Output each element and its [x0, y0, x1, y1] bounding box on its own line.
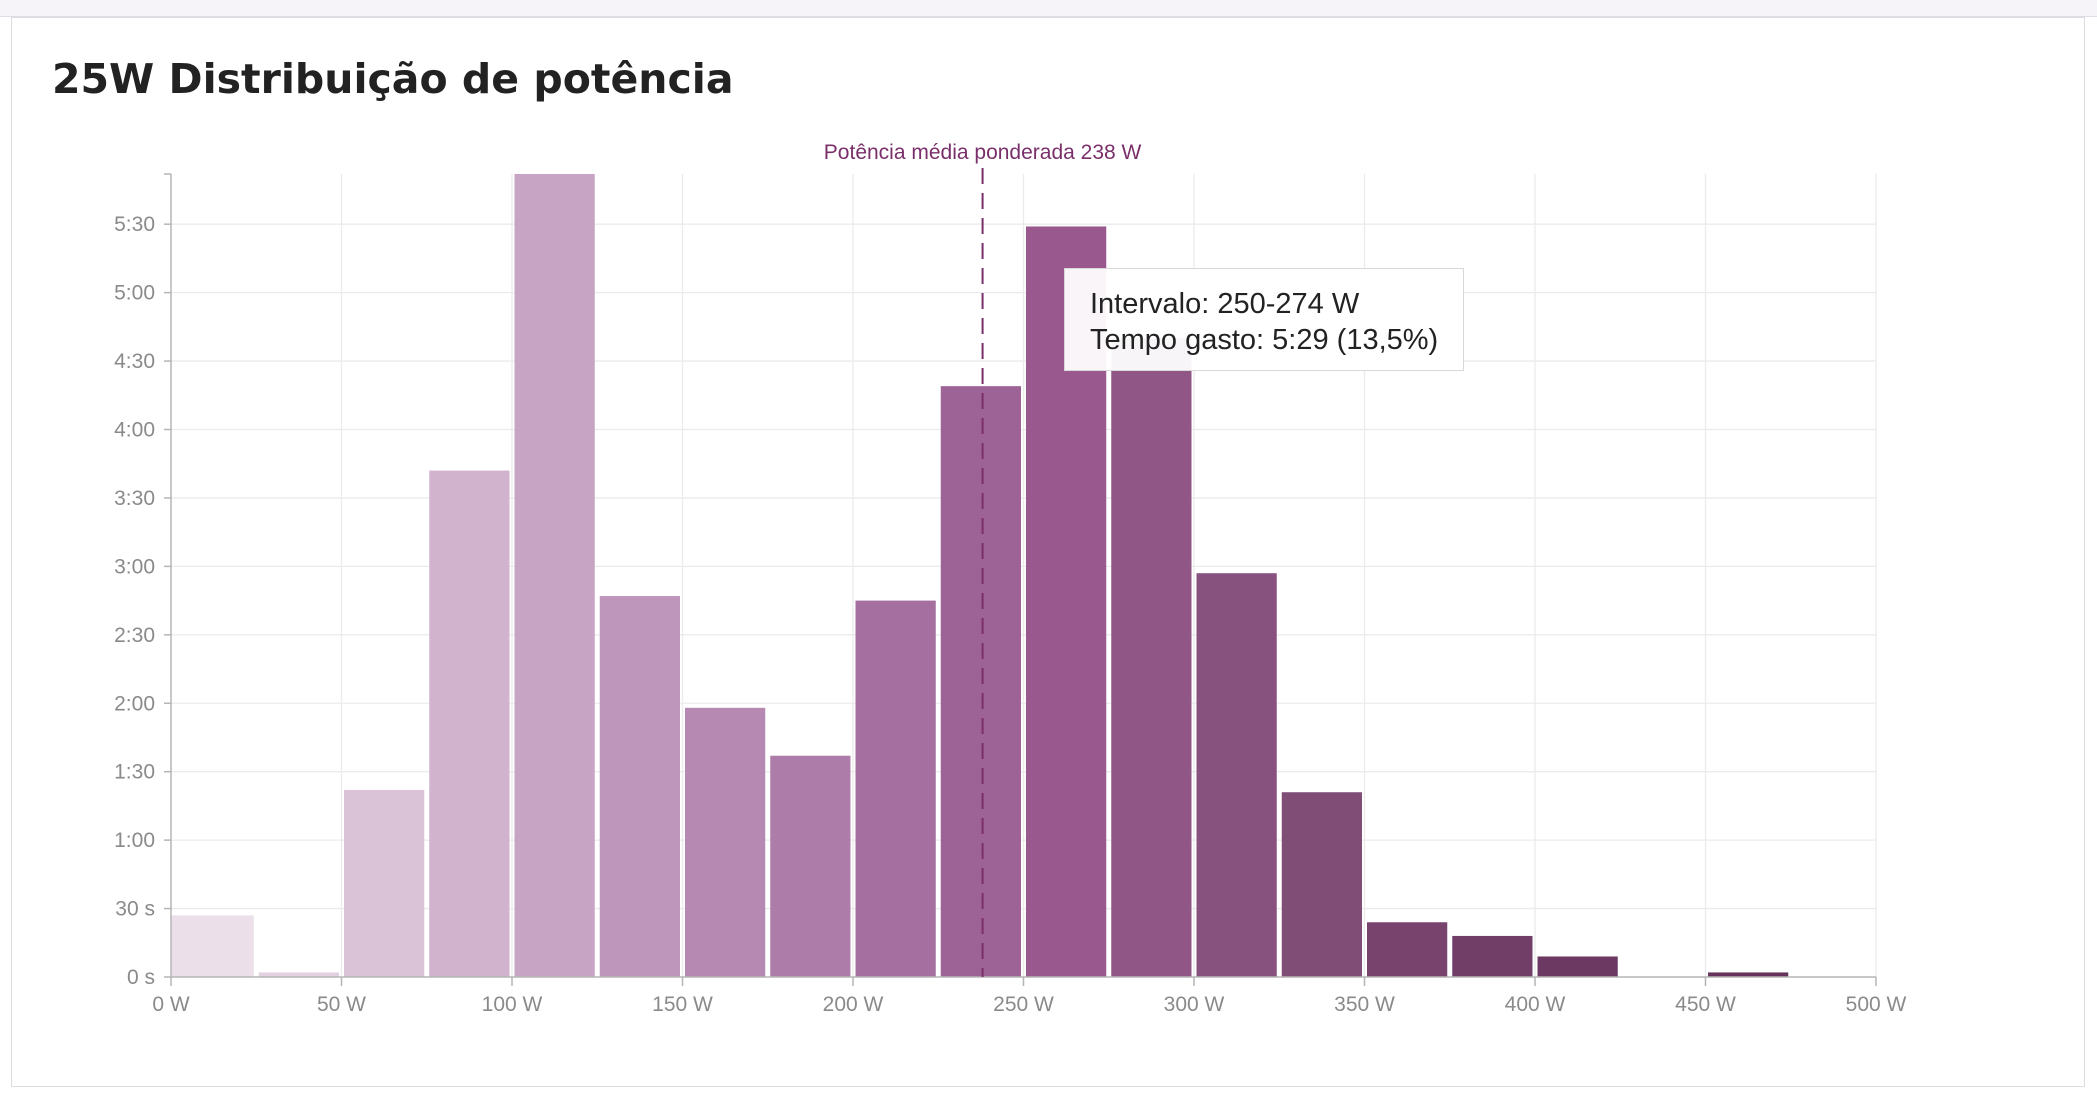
x-tick-label: 250 W: [993, 993, 1054, 1016]
histogram-bar: [599, 596, 680, 977]
y-tick-label: 1:30: [114, 761, 155, 784]
y-tick-label: 2:30: [114, 624, 155, 647]
y-tick-label: 1:00: [114, 829, 155, 852]
average-power-annotation: Potência média ponderada 238 W: [824, 141, 1142, 977]
x-tick-label: 150 W: [652, 993, 713, 1016]
histogram-bar: [429, 470, 510, 977]
bar-tooltip: Intervalo: 250-274 W Tempo gasto: 5:29 (…: [1064, 268, 1465, 371]
x-axis-tick-labels: 0 W 50 W 100 W 150 W 200 W 250 W 300 W 350 W 400…: [152, 993, 1906, 1016]
histogram-bar: [940, 386, 1021, 977]
x-tick-label: 0 W: [152, 993, 190, 1016]
x-tick-label: 100 W: [482, 993, 543, 1016]
x-tick-label: 350 W: [1334, 993, 1395, 1016]
histogram-bar: [1196, 573, 1277, 977]
y-tick-label: 4:00: [114, 419, 155, 442]
y-tick-label: 0 s: [127, 966, 155, 989]
chart-title: 25W Distribuição de potência: [52, 55, 734, 103]
histogram-bar: [344, 789, 425, 977]
x-tick-label: 500 W: [1846, 993, 1907, 1016]
y-tick-label: 5:30: [114, 213, 155, 236]
histogram-bar: [1367, 922, 1448, 977]
y-tick-label: 3:00: [114, 555, 155, 578]
y-axis-tick-labels: 0 s 30 s 1:00 1:30 2:00 2:30 3:00 3:30 4:00 4:30 5…: [114, 213, 155, 989]
histogram-bar: [1452, 935, 1533, 977]
histogram-bar: [171, 915, 254, 977]
y-tick-label: 2:00: [114, 692, 155, 715]
x-tick-label: 450 W: [1675, 993, 1736, 1016]
histogram-bars: [171, 174, 1789, 977]
y-tick-label: 4:30: [114, 350, 155, 373]
x-tick-label: 300 W: [1164, 993, 1225, 1016]
average-power-label: Potência média ponderada 238 W: [824, 141, 1142, 164]
x-tick-label: 200 W: [823, 993, 884, 1016]
histogram-bar: [1708, 972, 1789, 977]
histogram-bar: [1281, 792, 1362, 977]
y-tick-label: 5:00: [114, 282, 155, 305]
histogram-bar: [770, 755, 851, 977]
histogram-bar: [1537, 956, 1618, 977]
histogram-bar: [685, 707, 766, 977]
tooltip-time-line: Tempo gasto: 5:29 (13,5%): [1090, 324, 1439, 356]
x-tick-label: 400 W: [1505, 993, 1566, 1016]
vertical-gridlines: [340, 174, 1877, 977]
y-tick-label: 3:30: [114, 487, 155, 510]
x-tick-label: 50 W: [317, 993, 366, 1016]
histogram-bar: [258, 972, 339, 977]
histogram-bar: [855, 600, 936, 977]
histogram-bar: [514, 174, 595, 977]
y-tick-label: 30 s: [115, 898, 155, 921]
top-strip: [0, 0, 2097, 17]
chart-axes: [164, 173, 1877, 986]
histogram-bar: [1111, 338, 1192, 977]
tooltip-interval-line: Intervalo: 250-274 W: [1090, 288, 1360, 320]
